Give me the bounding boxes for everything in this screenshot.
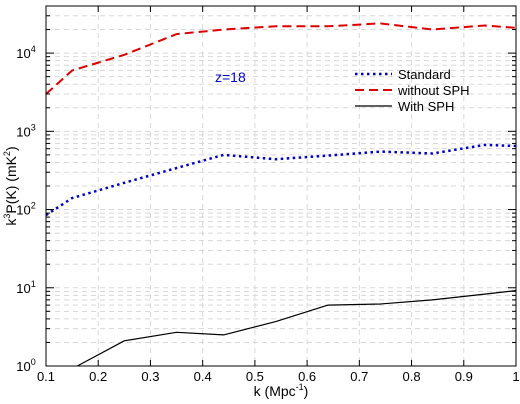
x-tick-label: 0.6 <box>298 369 316 384</box>
x-tick-label: 0.8 <box>403 369 421 384</box>
x-tick-label: 0.1 <box>37 369 55 384</box>
x-axis-label: k (Mpc-1) <box>254 382 309 399</box>
x-tick-label: 0.9 <box>455 369 473 384</box>
x-axis-ticks: 0.1 0.2 0.3 0.4 0.5 0.6 0.7 0.8 0.9 1 <box>37 6 520 384</box>
redshift-annotation: z=18 <box>215 69 246 85</box>
series-line-without-sph <box>45 22 517 95</box>
x-tick-label: 0.7 <box>350 369 368 384</box>
x-tick-label: 0.2 <box>89 369 107 384</box>
y-tick-label: 102 <box>16 201 35 218</box>
series-line-with-sph <box>77 290 517 367</box>
legend-label-with-sph: With SPH <box>398 99 454 114</box>
y-axis-ticks: 100 101 102 103 104 <box>16 15 516 374</box>
legend: Standard without SPH With SPH <box>355 67 470 114</box>
series-line-standard <box>45 143 517 217</box>
legend-label-without-sph: without SPH <box>397 83 470 98</box>
legend-label-standard: Standard <box>398 67 451 82</box>
y-tick-label: 101 <box>16 279 35 296</box>
x-tick-label: 1 <box>512 369 519 384</box>
y-axis-label: k3P(K) (mK2) <box>2 146 19 225</box>
y-tick-label: 100 <box>16 357 35 374</box>
y-tick-label: 104 <box>16 44 35 61</box>
x-tick-label: 0.4 <box>194 369 212 384</box>
x-tick-label: 0.3 <box>141 369 159 384</box>
grid <box>46 6 516 366</box>
y-tick-label: 103 <box>16 122 35 139</box>
series-layer <box>45 22 517 367</box>
x-tick-label: 0.5 <box>246 369 264 384</box>
